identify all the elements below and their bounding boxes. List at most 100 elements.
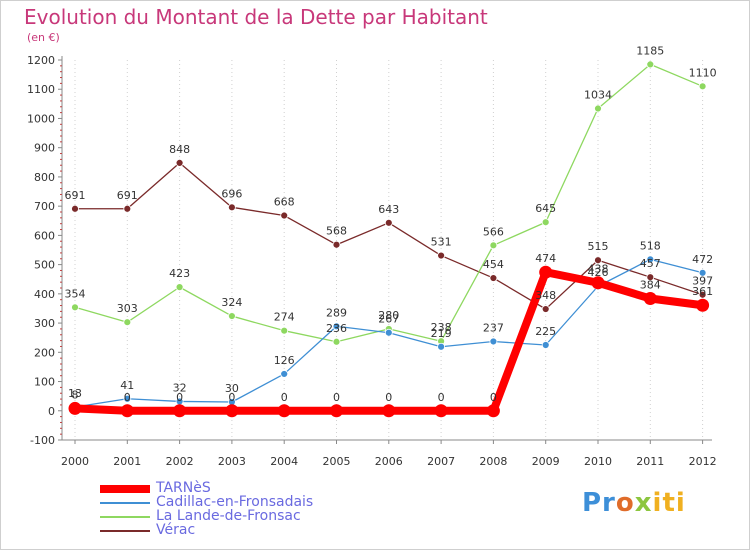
x-tick-label-2001: 2001: [113, 455, 141, 468]
data-point: [646, 60, 655, 69]
data-point: [71, 303, 79, 312]
proxiti-logo: Proxiti: [582, 488, 686, 518]
data-point: [489, 241, 498, 250]
x-tick-label-2008: 2008: [479, 455, 507, 468]
data-point: [68, 401, 82, 415]
data-label: 438: [588, 263, 609, 276]
data-point: [384, 218, 393, 227]
data-point: [646, 273, 655, 282]
data-point: [175, 158, 184, 167]
data-label: 457: [640, 257, 661, 270]
data-label: 0: [490, 391, 497, 404]
data-point: [643, 292, 657, 306]
data-point: [227, 203, 236, 212]
data-point: [225, 404, 239, 418]
data-label: 518: [640, 239, 661, 252]
data-point: [123, 204, 132, 213]
data-point: [594, 104, 602, 113]
data-label: 1034: [584, 89, 612, 102]
data-label: 691: [65, 189, 86, 202]
data-label: 454: [483, 258, 504, 271]
legend-label: TARNèS: [156, 480, 211, 496]
data-point: [332, 337, 341, 346]
data-point: [382, 404, 396, 418]
data-label: 691: [117, 189, 138, 202]
data-label: 0: [281, 391, 288, 404]
data-point: [489, 274, 498, 282]
x-tick-label-2006: 2006: [375, 455, 403, 468]
data-label: 0: [124, 391, 131, 404]
data-point: [698, 268, 707, 277]
data-point: [646, 255, 655, 264]
data-label: 668: [274, 196, 295, 209]
data-label: 531: [431, 236, 452, 249]
x-tick-label-2009: 2009: [532, 455, 560, 468]
data-label: 237: [483, 321, 504, 334]
y-tick-label-300: 300: [34, 317, 55, 330]
legend-swatch: [100, 502, 150, 504]
data-label: 280: [378, 309, 399, 322]
y-tick-label-600: 600: [34, 229, 55, 242]
data-point: [541, 305, 550, 313]
data-point: [175, 283, 184, 292]
data-label: 13: [68, 387, 82, 400]
data-label: 361: [692, 285, 713, 298]
data-label: 515: [588, 240, 609, 253]
data-point: [120, 404, 134, 418]
data-point: [437, 342, 446, 351]
x-tick-label-2010: 2010: [584, 455, 612, 468]
data-label: 384: [640, 279, 661, 292]
data-point: [541, 341, 550, 349]
data-point: [437, 251, 446, 260]
x-tick-label-2012: 2012: [689, 455, 717, 468]
y-tick-label-1100: 1100: [27, 83, 55, 96]
data-label: 238: [431, 321, 452, 334]
data-point: [280, 326, 289, 335]
data-point: [489, 337, 498, 346]
data-point: [486, 404, 500, 418]
x-tick-label-2005: 2005: [323, 455, 351, 468]
data-label: 426: [588, 266, 609, 279]
y-tick-label-400: 400: [34, 288, 55, 301]
data-point: [384, 328, 393, 337]
data-point: [280, 370, 289, 378]
data-label: 225: [535, 325, 556, 338]
data-point: [227, 312, 236, 320]
data-label: 0: [333, 391, 340, 404]
data-label: 1110: [689, 66, 717, 79]
data-label: 32: [173, 381, 187, 394]
y-tick-label-1200: 1200: [27, 54, 55, 67]
legend-swatch: [100, 516, 150, 518]
data-label: 0: [385, 391, 392, 404]
x-tick-label-2004: 2004: [270, 455, 298, 468]
x-tick-label-2003: 2003: [218, 455, 246, 468]
chart-unit: (en €): [27, 31, 60, 44]
data-point: [594, 256, 602, 265]
y-tick-label-0: 0: [48, 405, 55, 418]
data-label: 8: [72, 388, 79, 401]
legend-label: La Lande-de-Fronsac: [156, 508, 301, 524]
data-label: 0: [228, 391, 235, 404]
data-point: [277, 404, 291, 418]
data-label: 30: [225, 382, 239, 395]
data-point: [330, 404, 343, 418]
data-label: 41: [120, 379, 134, 392]
data-point: [591, 276, 605, 290]
data-label: 236: [326, 322, 347, 335]
data-label: 0: [438, 391, 445, 404]
data-label: 472: [692, 253, 713, 266]
data-label: 474: [535, 252, 556, 265]
y-tick-label-500: 500: [34, 259, 55, 272]
y-tick-label-800: 800: [34, 171, 55, 184]
data-point: [434, 404, 448, 418]
data-point: [173, 404, 187, 418]
x-tick-label-2007: 2007: [427, 455, 455, 468]
data-label: 696: [221, 187, 242, 200]
data-label: 289: [326, 306, 347, 319]
data-point: [71, 204, 79, 213]
data-point: [539, 265, 553, 279]
data-label: 423: [169, 267, 190, 280]
data-point: [698, 82, 707, 91]
